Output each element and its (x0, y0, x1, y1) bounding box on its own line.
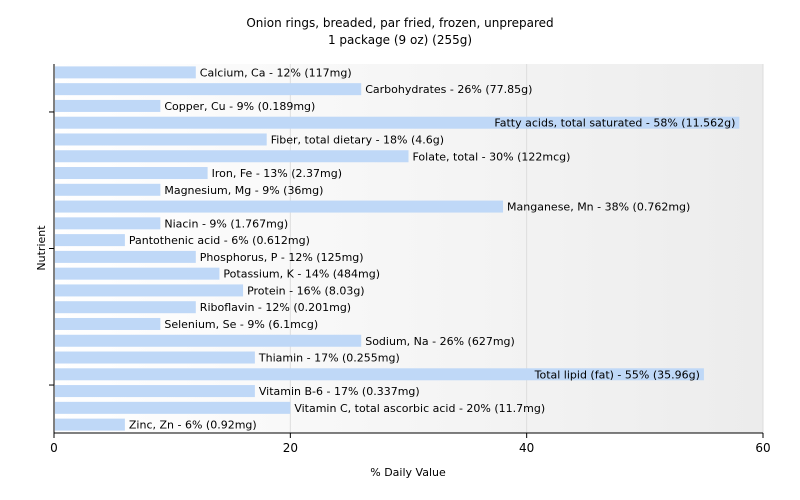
bar (55, 99, 161, 112)
bar-label: Protein - 16% (8.03g) (247, 284, 365, 297)
x-tick-label: 0 (50, 441, 58, 455)
bar (55, 234, 125, 247)
chart-title: Onion rings, breaded, par fried, frozen,… (246, 16, 553, 30)
x-axis-label: % Daily Value (370, 466, 446, 479)
bar (55, 351, 255, 364)
chart-subtitle: 1 package (9 oz) (255g) (328, 33, 472, 47)
bar-label: Niacin - 9% (1.767mg) (164, 217, 288, 230)
x-tick-label: 60 (755, 441, 770, 455)
bar (55, 284, 244, 297)
bar (55, 200, 504, 213)
bar (55, 183, 161, 196)
bar (55, 150, 409, 163)
bar (55, 301, 196, 314)
bar-label: Total lipid (fat) - 55% (35.96g) (534, 368, 700, 381)
bar-label: Phosphorus, P - 12% (125mg) (200, 251, 364, 264)
bar-label: Copper, Cu - 9% (0.189mg) (164, 100, 315, 113)
bar (55, 133, 267, 146)
bar (55, 66, 196, 79)
bar (55, 401, 291, 414)
bars: Calcium, Ca - 12% (117mg) Carbohydrates -… (55, 66, 740, 432)
bar-label: Iron, Fe - 13% (2.37mg) (212, 167, 342, 180)
x-tick-label: 40 (519, 441, 534, 455)
y-axis-label: Nutrient (35, 225, 48, 271)
bar-label: Potassium, K - 14% (484mg) (223, 268, 380, 281)
bar (55, 167, 208, 180)
bar-label: Fatty acids, total saturated - 58% (11.5… (494, 117, 735, 130)
bar-label: Magnesium, Mg - 9% (36mg) (164, 184, 323, 197)
bar (55, 368, 704, 381)
bar-label: Riboflavin - 12% (0.201mg) (200, 301, 351, 314)
bar (55, 334, 362, 347)
bar-label: Fiber, total dietary - 18% (4.6g) (271, 133, 444, 146)
bar (55, 83, 362, 96)
bar-label: Carbohydrates - 26% (77.85g) (365, 83, 532, 96)
bar (55, 317, 161, 330)
bar (55, 217, 161, 230)
bar-label: Pantothenic acid - 6% (0.612mg) (129, 234, 310, 247)
bar-label: Sodium, Na - 26% (627mg) (365, 335, 515, 348)
bar-label: Zinc, Zn - 6% (0.92mg) (129, 419, 257, 432)
x-tick-label: 20 (283, 441, 298, 455)
bar-label: Thiamin - 17% (0.255mg) (258, 352, 400, 365)
bar (55, 267, 220, 280)
bar-label: Selenium, Se - 9% (6.1mcg) (164, 318, 318, 331)
axes: 0 20 40 60 (49, 64, 771, 455)
bar-label: Vitamin C, total ascorbic acid - 20% (11… (294, 402, 545, 415)
bar-label: Vitamin B-6 - 17% (0.337mg) (259, 385, 420, 398)
bar-label: Folate, total - 30% (122mcg) (413, 150, 571, 163)
bar-label: Calcium, Ca - 12% (117mg) (200, 66, 352, 79)
bar-label: Manganese, Mn - 38% (0.762mg) (507, 201, 690, 214)
bar (55, 116, 740, 129)
bar (55, 418, 125, 431)
bar (55, 250, 196, 263)
bar (55, 385, 255, 398)
